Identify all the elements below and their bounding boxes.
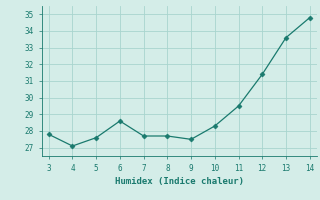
- X-axis label: Humidex (Indice chaleur): Humidex (Indice chaleur): [115, 177, 244, 186]
